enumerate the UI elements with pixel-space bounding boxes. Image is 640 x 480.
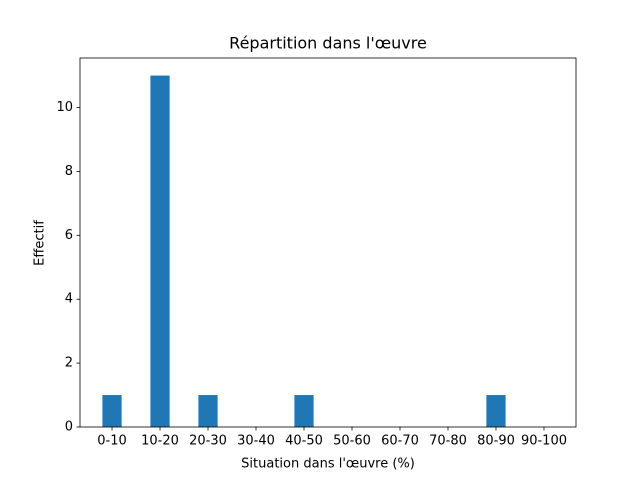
x-tick-label: 50-60 (333, 434, 371, 449)
x-tick-label: 10-20 (141, 434, 179, 449)
bar (102, 395, 122, 427)
x-tick-label: 90-100 (521, 434, 567, 449)
x-tick-label: 30-40 (237, 434, 275, 449)
y-tick-label: 10 (56, 100, 73, 115)
plot-frame (79, 57, 577, 428)
x-tick-label: 0-10 (97, 434, 127, 449)
y-tick-label: 8 (65, 164, 73, 179)
bar (198, 395, 218, 427)
x-tick-label: 70-80 (429, 434, 467, 449)
y-tick-label: 2 (65, 356, 73, 371)
y-tick-label: 6 (65, 228, 73, 243)
chart-title: Répartition dans l'œuvre (229, 34, 427, 53)
x-tick-label: 60-70 (381, 434, 419, 449)
bar (294, 395, 314, 427)
bar (150, 75, 170, 428)
x-tick-label: 20-30 (189, 434, 227, 449)
x-tick-label: 80-90 (477, 434, 515, 449)
y-tick-label: 0 (65, 420, 73, 435)
y-tick-label: 4 (65, 292, 73, 307)
y-axis-label: Effectif (33, 220, 48, 266)
bar (486, 395, 506, 427)
x-tick-label: 40-50 (285, 434, 323, 449)
x-axis-label: Situation dans l'œuvre (%) (241, 457, 415, 472)
